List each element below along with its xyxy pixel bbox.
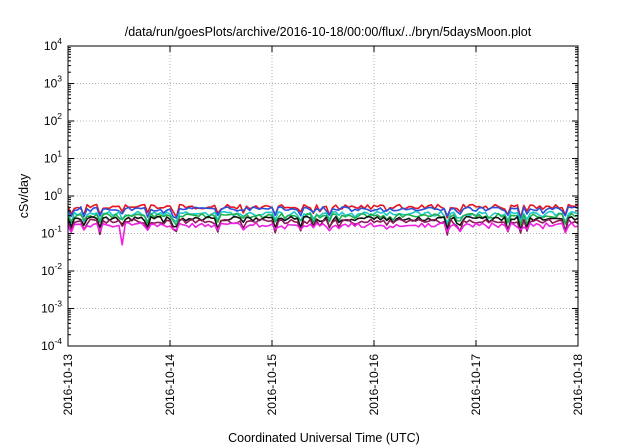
x-tick-label: 2016-10-13 [61,354,75,416]
y-tick-label: 102 [44,111,62,128]
y-axis-ticks: 104 103 102 101 100 10-1 10-2 10-3 10-4 [41,36,578,353]
y-tick-label: 10-2 [41,261,62,278]
x-axis-label: Coordinated Universal Time (UTC) [228,431,420,445]
x-tick-label: 2016-10-17 [469,354,483,416]
x-tick-label: 2016-10-15 [265,354,279,416]
y-tick-label: 103 [44,74,62,91]
y-tick-label: 10-4 [41,336,62,353]
x-axis-ticks: 2016-10-13 2016-10-14 2016-10-15 2016-10-16… [61,46,585,415]
y-axis-label: cSv/day [17,173,31,218]
series-group [67,203,579,246]
y-tick-label: 100 [44,186,62,203]
grid [68,46,578,346]
series-line [67,210,579,224]
series-line [67,218,579,236]
y-tick-label: 101 [44,149,62,166]
series-line [67,221,579,246]
chart-title: /data/run/goesPlots/archive/2016-10-18/0… [125,25,532,39]
series-line [67,206,579,220]
series-line [67,212,579,229]
x-tick-label: 2016-10-14 [163,354,177,416]
y-tick-label: 10-1 [41,224,62,241]
x-tick-label: 2016-10-16 [367,354,381,416]
y-tick-label: 104 [44,36,62,53]
x-tick-label: 2016-10-18 [571,354,585,416]
y-tick-label: 10-3 [41,299,62,316]
